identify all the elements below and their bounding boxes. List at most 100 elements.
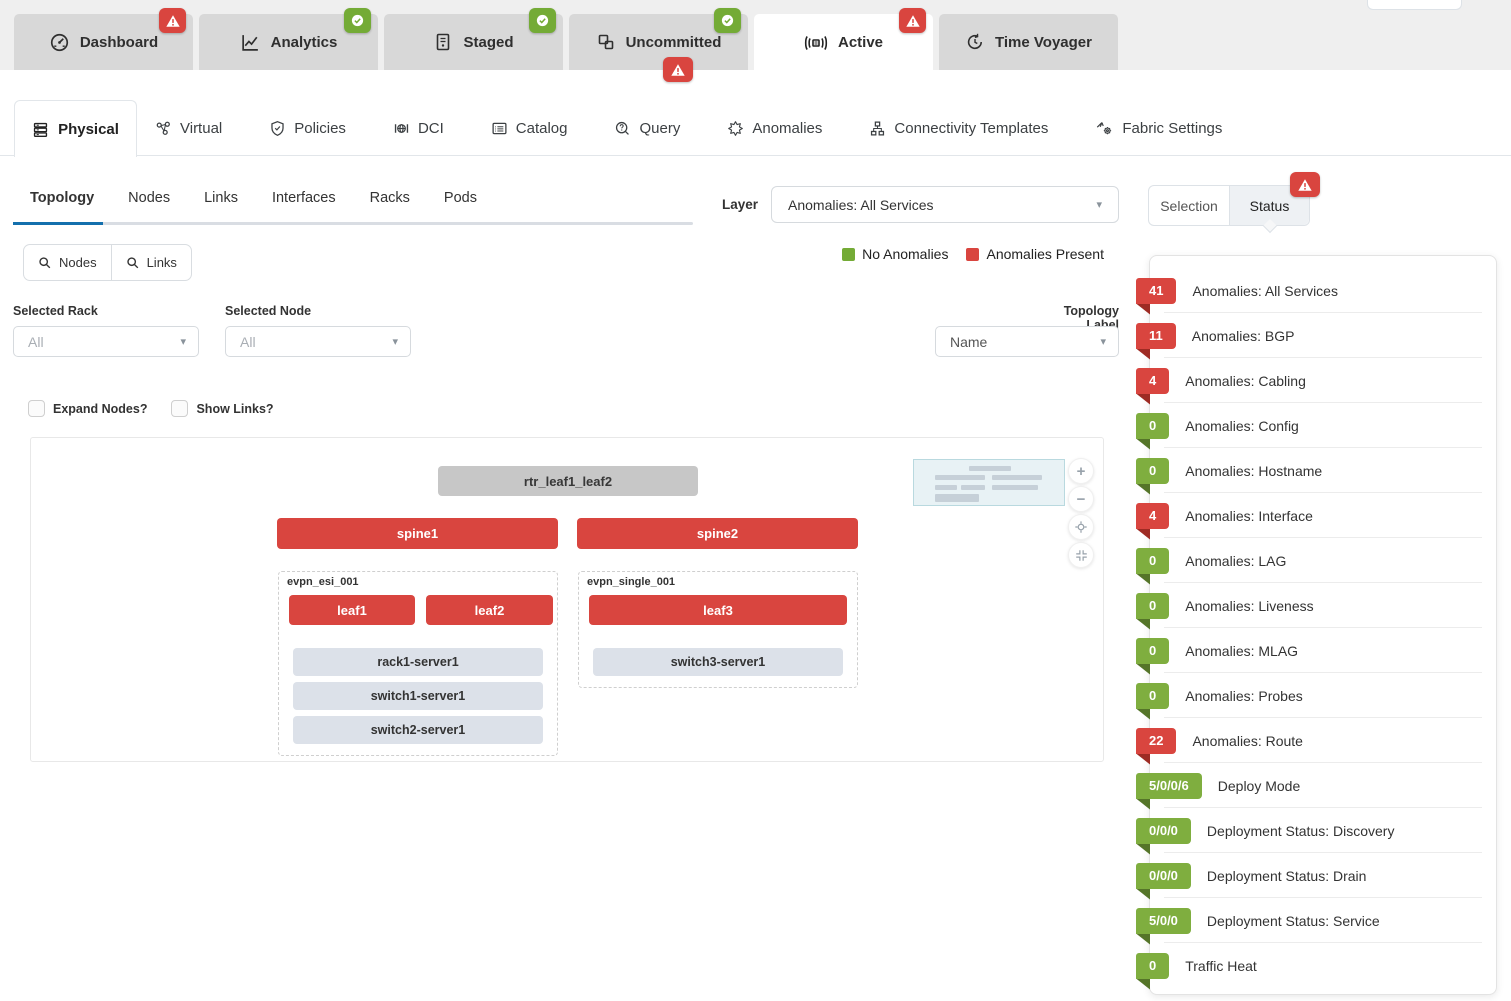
view-tab-links[interactable]: Links [204, 190, 238, 206]
topology-minimap[interactable] [913, 459, 1065, 506]
status-row[interactable]: 0 Anomalies: Hostname [1136, 448, 1496, 495]
count-value: 0 [1149, 418, 1157, 433]
tab-dashboard[interactable]: Dashboard [14, 8, 193, 70]
count-ribbon-badge: 5/0/0 [1136, 907, 1191, 945]
layer-dropdown[interactable]: Anomalies: All Services ▾ [771, 186, 1119, 223]
tab-label: Policies [294, 119, 346, 137]
search-links-button[interactable]: Links [110, 245, 191, 280]
tab-active[interactable]: Active [754, 8, 933, 71]
count-value: 41 [1149, 283, 1164, 298]
search-nodes-button[interactable]: Nodes [24, 245, 111, 280]
view-tab-nodes[interactable]: Nodes [128, 190, 171, 206]
status-row[interactable]: 0/0/0 Deployment Status: Discovery [1136, 808, 1496, 855]
status-row[interactable]: 0 Anomalies: LAG [1136, 538, 1496, 585]
topology-label-dropdown[interactable]: Name ▾ [935, 326, 1119, 357]
blueprint-tab-bar: Dashboard Analytics Staged [14, 8, 1118, 71]
rack-group-evpn-single-001[interactable]: evpn_single_001 leaf3 switch3-server1 [578, 571, 858, 688]
status-warning-badge-icon [1290, 172, 1320, 197]
chevron-down-icon: ▾ [1100, 336, 1106, 348]
status-row[interactable]: 0 Traffic Heat [1136, 943, 1496, 990]
rack-group-evpn-esi-001[interactable]: evpn_esi_001 leaf1 leaf2 rack1-server1 s… [278, 571, 558, 756]
status-row[interactable]: 11 Anomalies: BGP [1136, 313, 1496, 360]
tab-analytics[interactable]: Analytics [199, 8, 378, 70]
status-row[interactable]: 0 Anomalies: Liveness [1136, 583, 1496, 630]
topology-node-server[interactable]: switch1-server1 [293, 682, 543, 710]
status-label: Anomalies: All Services [1192, 282, 1338, 299]
dci-icon [393, 120, 410, 137]
ribbon-fold [1136, 618, 1150, 630]
button-label: Links [146, 255, 177, 270]
status-label: Deploy Mode [1217, 777, 1301, 794]
status-label: Anomalies: Liveness [1185, 597, 1314, 614]
tab-label: DCI [417, 119, 444, 137]
count-ribbon-badge: 0 [1136, 952, 1170, 990]
tab-virtual[interactable]: Virtual [155, 120, 222, 137]
tab-selection[interactable]: Selection [1160, 197, 1218, 214]
status-row[interactable]: 0/0/0 Deployment Status: Drain [1136, 853, 1496, 900]
dropdown-value: All [28, 333, 44, 350]
time-voyager-icon [965, 32, 985, 52]
search-icon [126, 256, 140, 270]
status-row[interactable]: 4 Anomalies: Interface [1136, 493, 1496, 540]
checkbox-icon[interactable] [171, 400, 189, 417]
tab-policies[interactable]: Policies [269, 120, 346, 137]
tab-anomalies[interactable]: Anomalies [727, 120, 822, 137]
status-row[interactable]: 5/0/0/6 Deploy Mode [1136, 763, 1496, 810]
status-row[interactable]: 4 Anomalies: Cabling [1136, 358, 1496, 405]
search-button-group: Nodes Links [23, 244, 192, 281]
topology-node-spine1[interactable]: spine1 [277, 518, 558, 549]
selected-rack-dropdown[interactable]: All ▾ [13, 326, 199, 357]
status-label: Deployment Status: Discovery [1206, 822, 1395, 839]
topology-node-server[interactable]: rack1-server1 [293, 648, 543, 676]
tab-catalog[interactable]: Catalog [491, 120, 567, 137]
tab-label: Staged [463, 33, 514, 51]
green-swatch [842, 247, 856, 261]
topology-node-spine2[interactable]: spine2 [577, 518, 858, 549]
status-row[interactable]: 0 Anomalies: Config [1136, 403, 1496, 450]
topology-node-leaf2[interactable]: leaf2 [426, 595, 553, 625]
topology-canvas[interactable]: rtr_leaf1_leaf2 spine1 spine2 evpn_esi_0… [30, 437, 1104, 762]
tab-fabric-settings[interactable]: Fabric Settings [1095, 120, 1222, 137]
chevron-down-icon: ▾ [1096, 199, 1102, 211]
view-tab-pods[interactable]: Pods [443, 190, 477, 206]
show-links-checkbox[interactable]: Show Links? [171, 400, 274, 417]
count-value: 0/0/0 [1149, 868, 1178, 883]
topology-node-leaf1[interactable]: leaf1 [289, 595, 415, 625]
tab-time-voyager[interactable]: Time Voyager [939, 14, 1118, 70]
top-strip: Dashboard Analytics Staged [0, 0, 1511, 71]
topology-node-server[interactable]: switch3-server1 [593, 648, 843, 676]
topology-node-router[interactable]: rtr_leaf1_leaf2 [438, 466, 698, 496]
view-tab-racks[interactable]: Racks [369, 190, 410, 206]
view-tab-bar: Topology Nodes Links Interfaces Racks Po… [13, 190, 494, 220]
tab-staged[interactable]: Staged [384, 8, 563, 70]
ribbon-fold [1136, 393, 1150, 405]
status-row[interactable]: 0 Anomalies: Probes [1136, 673, 1496, 720]
view-tab-topology[interactable]: Topology [30, 190, 95, 206]
ribbon-fold [1136, 663, 1150, 675]
zoom-out-button[interactable]: − [1068, 486, 1094, 512]
expand-nodes-checkbox[interactable]: Expand Nodes? [28, 400, 147, 417]
ribbon-fold [1136, 798, 1150, 810]
catalog-icon [491, 120, 508, 137]
rack-group-label: evpn_single_001 [587, 576, 676, 588]
status-row[interactable]: 0 Anomalies: MLAG [1136, 628, 1496, 675]
checkbox-icon[interactable] [28, 400, 45, 417]
selected-node-dropdown[interactable]: All ▾ [225, 326, 411, 357]
tab-query[interactable]: Query [614, 120, 680, 137]
status-row[interactable]: 41 Anomalies: All Services [1136, 268, 1496, 315]
view-tab-interfaces[interactable]: Interfaces [271, 190, 336, 206]
center-view-button[interactable] [1068, 514, 1094, 540]
zoom-in-button[interactable]: + [1068, 458, 1094, 484]
ribbon-fold [1136, 843, 1150, 855]
topology-node-server[interactable]: switch2-server1 [293, 716, 543, 744]
anomalies-icon [727, 120, 744, 137]
tab-connectivity-templates[interactable]: Connectivity Templates [869, 120, 1048, 137]
status-row[interactable]: 22 Anomalies: Route [1136, 718, 1496, 765]
topology-node-leaf3[interactable]: leaf3 [589, 595, 847, 625]
tab-physical[interactable]: Physical [14, 100, 137, 157]
fit-view-button[interactable] [1068, 542, 1094, 568]
tab-uncommitted[interactable]: Uncommitted [569, 8, 748, 70]
ribbon-fold [1136, 303, 1150, 315]
tab-dci[interactable]: DCI [393, 120, 444, 137]
status-row[interactable]: 5/0/0 Deployment Status: Service [1136, 898, 1496, 945]
